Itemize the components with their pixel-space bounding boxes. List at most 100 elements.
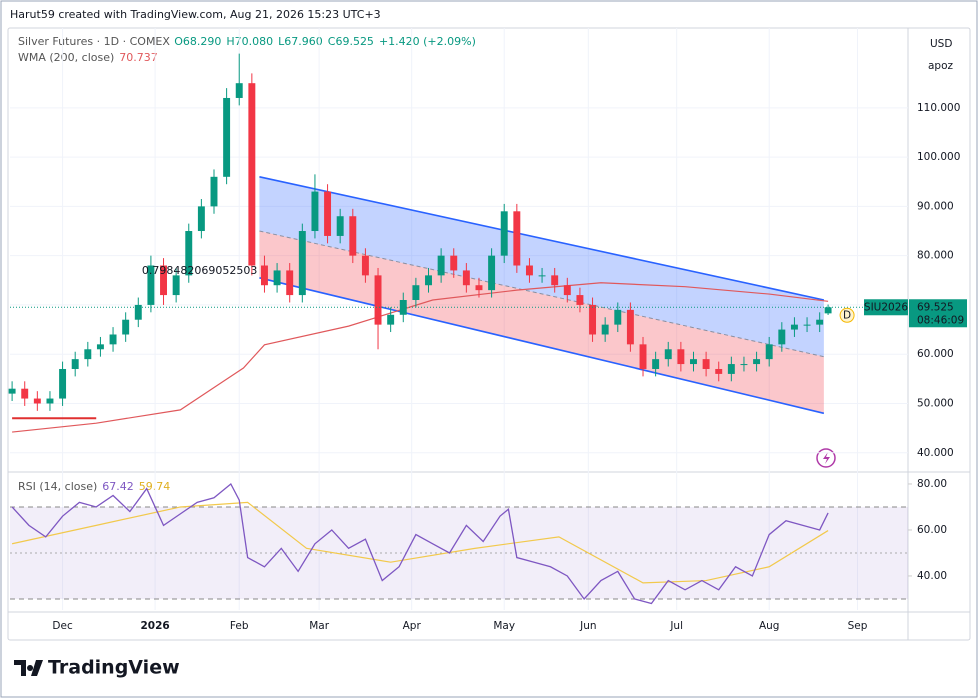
candle-body [387, 314, 395, 325]
candle-body [437, 255, 445, 276]
channel-lower-fill [259, 231, 824, 414]
channel-upper [259, 176, 825, 301]
candle-body [450, 255, 458, 271]
legend: Silver Futures · 1D · COMEX O68.290 H70.08… [18, 35, 476, 48]
candle-body [324, 191, 332, 236]
candle-body [349, 216, 357, 256]
candle-body [84, 349, 92, 360]
y-tick-label: 60.000 [917, 348, 954, 360]
candle-body [223, 97, 231, 177]
ohlc: C69.525 [328, 35, 374, 48]
currency[interactable]: USD [930, 38, 952, 50]
candle-body [147, 265, 155, 305]
y-tick-label: 100.000 [917, 151, 960, 163]
channel-middle [259, 230, 824, 358]
logo: TradingView [14, 657, 180, 679]
countdown: 08:46:09 [917, 314, 964, 326]
x-tick-label: May [493, 620, 515, 632]
x-tick-label: Jun [579, 620, 596, 632]
price-label: 69.525 [917, 301, 954, 313]
y-tick-label: 40.00 [917, 570, 947, 582]
candle-body [273, 270, 281, 286]
candle-body [626, 309, 634, 345]
candle-body [8, 388, 16, 394]
candle-body [740, 364, 748, 366]
candle-body [778, 329, 786, 345]
x-tick-label: Jul [669, 620, 683, 632]
candle-body [160, 265, 167, 296]
candle-body [614, 309, 622, 325]
candle-body [46, 398, 54, 404]
logo-text: TradingView [48, 657, 180, 679]
candle-body [96, 344, 104, 350]
candle-body [210, 176, 218, 207]
candle-body [727, 364, 735, 374]
wma-name: WMA (200, close) [18, 51, 114, 64]
y-tick-label: 60.00 [917, 524, 947, 536]
symbol-tag [864, 299, 908, 316]
channel-lower [259, 277, 825, 415]
candle-body [59, 368, 67, 399]
candle-body [765, 344, 773, 360]
candle-body [664, 349, 672, 360]
y-tick-label: 50.000 [917, 397, 954, 409]
candle-body [172, 275, 180, 296]
candle-body [134, 304, 142, 320]
candle-body [690, 359, 697, 365]
candle-body [551, 275, 559, 286]
price-tag [909, 299, 967, 328]
attribution: Harut59 created with TradingView.com, Au… [10, 8, 381, 21]
x-tick-label: Sep [848, 620, 868, 632]
candle-body [538, 275, 546, 277]
candle-body [513, 211, 521, 266]
channel-label: 0.798482069052503 [142, 264, 257, 277]
replay-icon[interactable] [816, 448, 836, 468]
candle-body [122, 319, 130, 335]
wma-value: 70.737 [119, 51, 158, 64]
ohlc: L67.960 [278, 35, 323, 48]
rsi-line [11, 482, 829, 605]
candle-body [248, 83, 256, 266]
candle-body [71, 359, 79, 369]
candle-body [425, 275, 432, 286]
y-tick-label: 90.000 [917, 200, 954, 212]
x-tick-label: Feb [230, 620, 249, 632]
x-tick-label: Apr [403, 620, 422, 632]
candle-body [639, 344, 647, 369]
candle-body [361, 255, 369, 276]
wma-legend: WMA (200, close) 70.737 [18, 51, 158, 64]
candle-body [803, 324, 811, 326]
candle-body [589, 304, 597, 335]
candle-body [109, 334, 117, 345]
y-tick-label: 110.000 [917, 102, 960, 114]
rsi-ma-value: 59.74 [139, 480, 171, 493]
candle-body [21, 388, 29, 399]
candle-body [298, 231, 306, 296]
candle-body [563, 285, 571, 296]
candle-body [715, 368, 723, 374]
axis-box[interactable] [912, 32, 966, 80]
candle-body [475, 285, 483, 291]
rsi-ma-line [11, 501, 829, 584]
channel-upper-fill [259, 176, 824, 357]
candle-body [412, 285, 420, 300]
rsi-title: RSI (14, close) [18, 480, 97, 493]
candle-body [652, 359, 660, 369]
candle-body [462, 270, 470, 286]
x-tick-label: 2026 [140, 620, 169, 632]
symbol: Silver Futures · 1D · COMEX [18, 35, 170, 48]
candle-body [374, 275, 382, 325]
marker-badge [839, 307, 855, 323]
symbol-label: SIU2026 [864, 301, 908, 313]
chart-frame [7, 27, 971, 641]
scale-mode[interactable]: apoz [928, 60, 954, 72]
rsi-band [10, 506, 908, 599]
ohlc: H70.080 [226, 35, 273, 48]
candle-body [500, 211, 508, 256]
y-tick-label: 80.000 [917, 250, 954, 262]
marker-label: D [843, 309, 851, 321]
candle-body [824, 307, 832, 314]
candle-body [702, 359, 710, 369]
candle-body [525, 265, 533, 276]
